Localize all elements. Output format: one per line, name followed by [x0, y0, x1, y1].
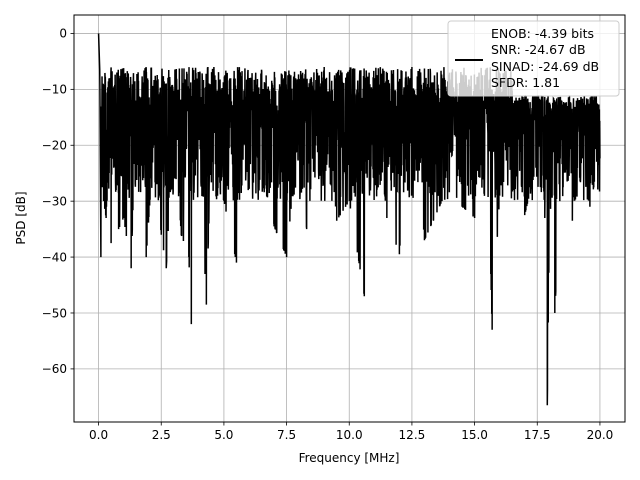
- legend-box: [447, 20, 620, 97]
- x-tick-label: 15.0: [461, 428, 488, 442]
- legend: ENOB: -4.39 bits SNR: -24.67 dB SINAD: -…: [447, 20, 620, 97]
- psd-series-line: [97, 33, 601, 406]
- y-tick-label: −20: [42, 139, 67, 153]
- x-tick-label: 20.0: [587, 428, 614, 442]
- x-axis-label: Frequency [MHz]: [299, 451, 400, 465]
- legend-enob: ENOB: -4.39 bits: [491, 26, 594, 41]
- x-tick-label: 7.5: [277, 428, 296, 442]
- x-tick-label: 17.5: [524, 428, 551, 442]
- legend-sinad: SINAD: -24.69 dB: [491, 59, 599, 74]
- x-tick-label: 12.5: [399, 428, 426, 442]
- x-tick-label: 10.0: [336, 428, 363, 442]
- ticks: 0.0 2.5 5.0 7.5 10.0 12.5 15.0 17.5 20.0 0 −10 −20 −…: [42, 27, 614, 442]
- legend-snr: SNR: -24.67 dB: [491, 42, 586, 57]
- y-tick-label: −30: [42, 194, 67, 208]
- y-tick-label: 0: [59, 27, 67, 41]
- legend-sfdr: SFDR: 1.81: [491, 75, 560, 90]
- y-tick-label: −50: [42, 306, 67, 320]
- y-tick-label: −10: [42, 83, 67, 97]
- y-axis-label: PSD [dB]: [14, 191, 28, 244]
- x-tick-label: 5.0: [214, 428, 233, 442]
- x-tick-label: 2.5: [152, 428, 171, 442]
- y-tick-label: −60: [42, 362, 67, 376]
- x-tick-label: 0.0: [89, 428, 108, 442]
- y-tick-label: −40: [42, 250, 67, 264]
- plot-area: [97, 33, 601, 406]
